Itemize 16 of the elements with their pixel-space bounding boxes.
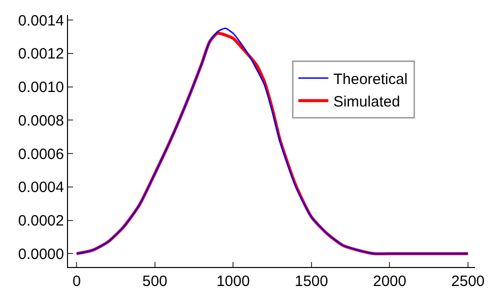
- legend-label: Theoretical: [333, 70, 408, 88]
- x-tick-label: 2000: [373, 273, 406, 290]
- y-tick-label: 0.0010: [18, 79, 64, 96]
- x-tick-label: 1500: [294, 273, 328, 290]
- x-tick-label: 500: [142, 273, 168, 290]
- y-tick-label: 0.0014: [18, 12, 64, 30]
- y-tick-label: 0.0002: [18, 212, 64, 230]
- x-tick-label: 1000: [216, 273, 250, 290]
- legend-label: Simulated: [333, 93, 400, 110]
- y-tick-label: 0.0012: [18, 46, 64, 63]
- x-tick-label: 2500: [451, 273, 485, 290]
- y-tick-label: 0.0000: [18, 246, 64, 263]
- y-tick-label: 0.0008: [18, 112, 64, 130]
- y-tick-label: 0.0004: [18, 179, 64, 196]
- x-tick-label: 0: [72, 273, 81, 290]
- y-tick-label: 0.0006: [18, 146, 64, 163]
